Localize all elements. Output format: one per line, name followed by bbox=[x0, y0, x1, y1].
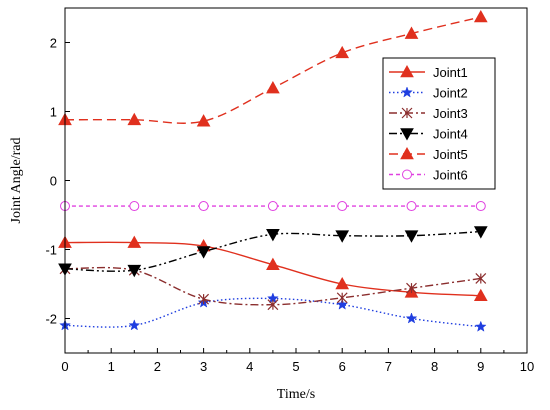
y-tick-label: 1 bbox=[50, 105, 57, 120]
y-axis-title: Joint Angle/rad bbox=[9, 138, 24, 224]
data-point-joint4 bbox=[404, 230, 419, 243]
series-joint6 bbox=[60, 201, 486, 212]
x-tick-label: 10 bbox=[520, 359, 534, 374]
data-point-joint5 bbox=[404, 26, 419, 39]
legend-marker-joint6 bbox=[402, 169, 412, 180]
data-point-joint4 bbox=[266, 229, 280, 242]
series-joint1 bbox=[58, 235, 488, 302]
data-point-joint1 bbox=[266, 257, 280, 270]
legend: Joint1 Joint2 Joint3 Joint4 Joint5 Joint6 bbox=[382, 57, 496, 190]
x-tick-label: 0 bbox=[61, 359, 68, 374]
data-point-joint3 bbox=[336, 292, 348, 304]
data-point-joint5 bbox=[127, 112, 142, 126]
data-point-joint5 bbox=[335, 45, 350, 59]
data-point-joint6 bbox=[267, 201, 278, 212]
legend-label: Joint3 bbox=[433, 106, 468, 121]
legend-box bbox=[382, 57, 496, 190]
legend-marker-joint4 bbox=[400, 128, 414, 141]
data-point-joint6 bbox=[475, 201, 486, 212]
data-point-joint2 bbox=[128, 319, 141, 331]
legend-marker-joint5 bbox=[400, 146, 414, 160]
data-point-joint6 bbox=[337, 201, 348, 212]
data-point-joint5 bbox=[196, 114, 211, 127]
data-point-joint3 bbox=[198, 293, 210, 305]
series-joint2 bbox=[59, 292, 487, 332]
data-point-joint1 bbox=[335, 276, 350, 290]
legend-marker-joint1 bbox=[400, 64, 414, 78]
legend-label: Joint1 bbox=[433, 65, 468, 80]
y-tick-label: 0 bbox=[50, 174, 57, 189]
legend-label: Joint6 bbox=[433, 168, 468, 183]
data-point-joint1 bbox=[473, 288, 488, 302]
legend-marker-joint3 bbox=[401, 107, 413, 119]
data-point-joint4 bbox=[196, 246, 211, 259]
data-point-joint6 bbox=[198, 201, 209, 212]
data-point-joint6 bbox=[129, 201, 140, 212]
data-point-joint4 bbox=[335, 230, 350, 243]
data-point-joint5 bbox=[266, 81, 280, 94]
data-point-joint2 bbox=[474, 320, 487, 332]
series-joint5 bbox=[58, 9, 488, 127]
series-joint4 bbox=[58, 226, 488, 278]
data-point-joint2 bbox=[336, 298, 349, 310]
x-tick-label: 6 bbox=[339, 359, 346, 374]
x-tick-label: 9 bbox=[477, 359, 484, 374]
data-point-joint2 bbox=[405, 312, 418, 324]
ticks-layer: 0 1 2 3 4 5 6 7 8 9 10 -2 -1 0 1 2 bbox=[45, 36, 534, 375]
x-axis-title: Time/s bbox=[277, 387, 315, 402]
y-tick-label: -2 bbox=[45, 312, 57, 327]
x-tick-label: 2 bbox=[154, 359, 161, 374]
x-tick-label: 1 bbox=[108, 359, 115, 374]
y-tick-label: 2 bbox=[50, 36, 57, 51]
data-point-joint3 bbox=[475, 273, 487, 284]
data-point-joint6 bbox=[406, 201, 417, 212]
data-point-joint4 bbox=[473, 226, 488, 239]
x-tick-label: 4 bbox=[246, 359, 253, 374]
data-point-joint3 bbox=[406, 282, 417, 294]
legend-label: Joint2 bbox=[433, 86, 468, 101]
y-tick-label: -1 bbox=[45, 243, 57, 258]
data-point-joint4 bbox=[127, 264, 142, 278]
x-tick-label: 8 bbox=[431, 359, 438, 374]
legend-label: Joint5 bbox=[433, 147, 468, 162]
series-layer bbox=[58, 9, 488, 332]
x-tick-label: 7 bbox=[385, 359, 392, 374]
data-point-joint3 bbox=[267, 299, 279, 311]
legend-label: Joint4 bbox=[433, 127, 468, 142]
data-point-joint1 bbox=[127, 235, 142, 248]
x-tick-label: 3 bbox=[200, 359, 207, 374]
legend-marker-joint2 bbox=[401, 86, 413, 98]
data-point-joint5 bbox=[473, 9, 488, 23]
x-tick-label: 5 bbox=[292, 359, 299, 374]
